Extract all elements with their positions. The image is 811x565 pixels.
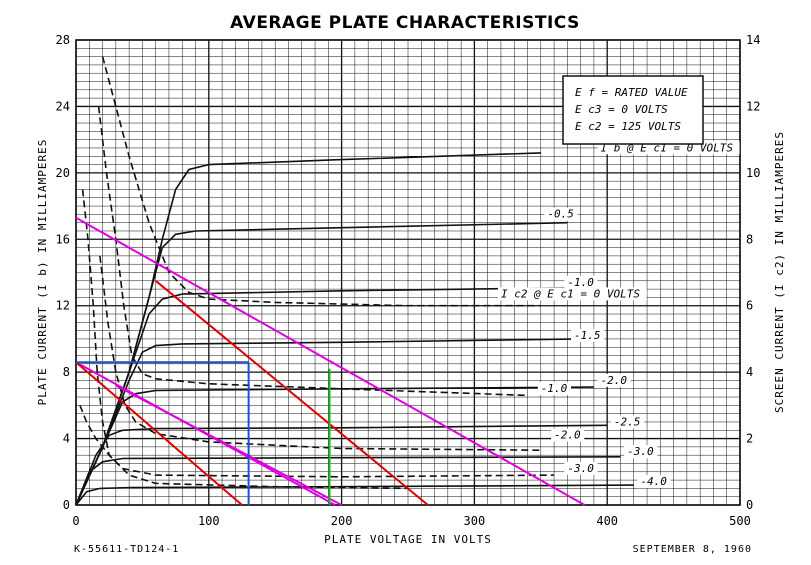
plate-curve-label: -4.0	[640, 475, 667, 488]
plate-curve-label: -3.0	[627, 445, 654, 458]
y-tick-label-right: 12	[746, 99, 760, 113]
plate-curve	[75, 152, 541, 506]
y-tick-label-left: 24	[56, 99, 70, 113]
y-axis-left-label: PLATE CURRENT (I b) IN MILLIAMPERES	[36, 139, 49, 406]
x-tick-label: 0	[72, 514, 79, 528]
curve-label-bg	[571, 328, 605, 342]
plate-curve-label: -1.0	[567, 276, 594, 289]
screen-curve-label: -3.0	[567, 462, 594, 475]
curve-labels: I b @ E c1 = 0 VOLTS-0.5-1.0-1.5-2.0-2.5…	[497, 141, 740, 489]
x-tick-label: 500	[729, 514, 751, 528]
x-tick-label: 200	[331, 514, 353, 528]
condition-ef: E f = RATED VALUE	[575, 86, 688, 99]
y-tick-label-left: 0	[63, 498, 70, 512]
plate-curve-label: -2.0	[601, 374, 628, 387]
y-tick-label-right: 2	[746, 432, 753, 446]
plate-curve	[75, 456, 621, 506]
conditions-box: E f = RATED VALUE E c3 = 0 VOLTS E c2 = …	[562, 75, 704, 145]
plate-curve	[75, 424, 608, 506]
curve-label-bg	[637, 475, 671, 489]
plate-curve	[75, 286, 594, 506]
screen-curve	[81, 189, 555, 478]
plate-curve-label: -0.5	[547, 208, 574, 221]
x-tick-label: 300	[464, 514, 486, 528]
y-axis-right-label: SCREEN CURRENT (I c2) IN MILLIAMPERES	[773, 131, 786, 413]
plate-curve-label: -1.5	[574, 329, 601, 342]
curve-label-bg	[564, 461, 598, 475]
screen-curve-label: -1.0	[541, 382, 568, 395]
y-tick-label-right: 10	[746, 166, 760, 180]
curve-label-bg	[624, 445, 658, 459]
y-tick-label-left: 12	[56, 299, 70, 313]
drawing-number: K-55611-TD124-1	[74, 544, 179, 555]
overlay-line	[75, 361, 243, 506]
screen-curve	[97, 106, 528, 397]
condition-ec3: E c3 = 0 VOLTS	[575, 103, 668, 116]
overlay-line	[115, 384, 343, 506]
conditions-frame	[562, 75, 704, 145]
y-tick-label-left: 16	[56, 232, 70, 246]
y-tick-label-left: 4	[63, 432, 70, 446]
screen-curve-label: -2.0	[554, 429, 581, 442]
y-tick-label-left: 20	[56, 166, 70, 180]
condition-ec2: E c2 = 125 VOLTS	[575, 120, 681, 133]
screen-curve	[99, 255, 541, 451]
plate-curve-label: -2.5	[614, 415, 641, 428]
overlay-lines	[75, 216, 586, 506]
y-tick-label-left: 28	[56, 33, 70, 47]
curve-label-bg	[551, 428, 585, 442]
y-tick-label-right: 4	[746, 365, 753, 379]
y-tick-label-left: 8	[63, 365, 70, 379]
curve-label-bg	[497, 287, 647, 301]
y-tick-label-right: 0	[746, 498, 753, 512]
y-tick-label-right: 6	[746, 299, 753, 313]
overlay-line	[155, 280, 429, 506]
plate-curve	[75, 484, 634, 506]
screen-curve	[79, 405, 409, 490]
overlay-line	[75, 216, 586, 506]
chart-title: AVERAGE PLATE CHARACTERISTICS	[230, 13, 580, 33]
chart-date: SEPTEMBER 8, 1960	[633, 544, 752, 555]
x-axis-label: PLATE VOLTAGE IN VOLTS	[324, 533, 492, 546]
y-tick-label-right: 14	[746, 33, 760, 47]
screen-curve	[101, 56, 541, 307]
curve-label-bg	[564, 275, 598, 289]
plot-frame	[75, 39, 741, 506]
y-tick-label-right: 8	[746, 232, 753, 246]
x-tick-label: 400	[596, 514, 618, 528]
screen-curve-label: I c2 @ E c1 = 0 VOLTS	[501, 287, 640, 300]
curve-label-bg	[610, 415, 645, 429]
curve-label-bg	[544, 207, 578, 221]
curve-label-bg	[597, 373, 631, 387]
x-tick-label: 100	[198, 514, 220, 528]
curve-label-bg	[537, 382, 571, 396]
